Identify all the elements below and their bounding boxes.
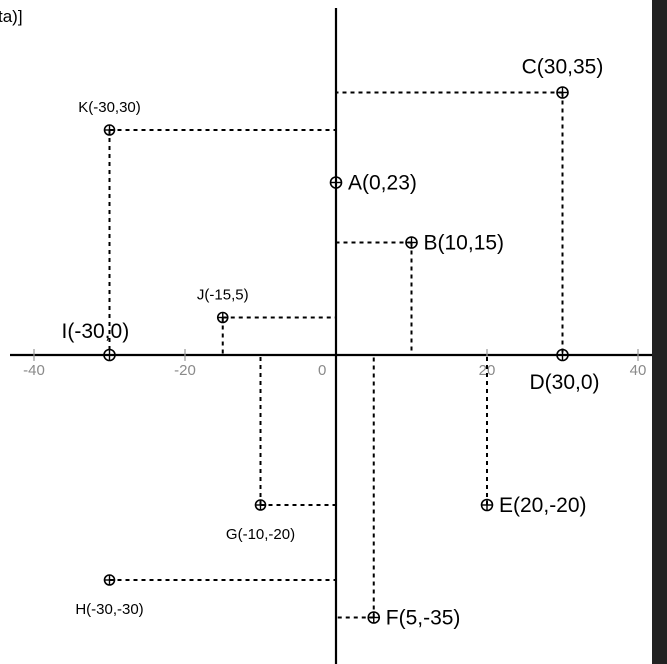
right-edge-bar <box>652 0 667 664</box>
x-tick-label: -40 <box>23 362 45 379</box>
point-label-K: K(-30,30) <box>78 99 141 116</box>
x-tick-label: 20 <box>479 362 496 379</box>
point-B: B(10,15) <box>405 232 505 255</box>
x-tick-label: -20 <box>174 362 196 379</box>
points: A(0,23) B(10,15) C(30,35) D(30,0) E(20,-20) F… <box>62 56 604 630</box>
caption: ta)] <box>0 7 23 26</box>
point-D: D(30,0) <box>529 348 600 394</box>
point-label-I: I(-30,0) <box>62 320 130 343</box>
point-label-G: G(-10,-20) <box>226 526 295 543</box>
point-I: I(-30,0) <box>62 320 130 362</box>
point-F: F(5,-35) <box>367 607 461 630</box>
point-label-B: B(10,15) <box>424 232 505 255</box>
x-axis-ticks: -40 -20 20 40 <box>23 349 646 379</box>
point-label-J: J(-15,5) <box>197 287 249 304</box>
point-A: A(0,23) <box>329 172 417 195</box>
point-label-F: F(5,-35) <box>386 607 461 630</box>
point-label-E: E(20,-20) <box>499 494 587 517</box>
point-H: H(-30,-30) <box>75 574 144 618</box>
point-E: E(20,-20) <box>480 494 587 517</box>
point-K: K(-30,30) <box>78 99 141 136</box>
x-tick-label: 40 <box>630 362 647 379</box>
point-label-A: A(0,23) <box>348 172 417 195</box>
point-G: G(-10,-20) <box>226 499 295 543</box>
point-J: J(-15,5) <box>197 287 249 324</box>
point-label-H: H(-30,-30) <box>75 601 143 618</box>
origin-label: 0 <box>318 362 326 379</box>
point-label-D: D(30,0) <box>529 371 599 394</box>
point-label-C: C(30,35) <box>522 56 604 79</box>
guide-lines <box>108 91 564 619</box>
point-C: C(30,35) <box>522 56 604 99</box>
